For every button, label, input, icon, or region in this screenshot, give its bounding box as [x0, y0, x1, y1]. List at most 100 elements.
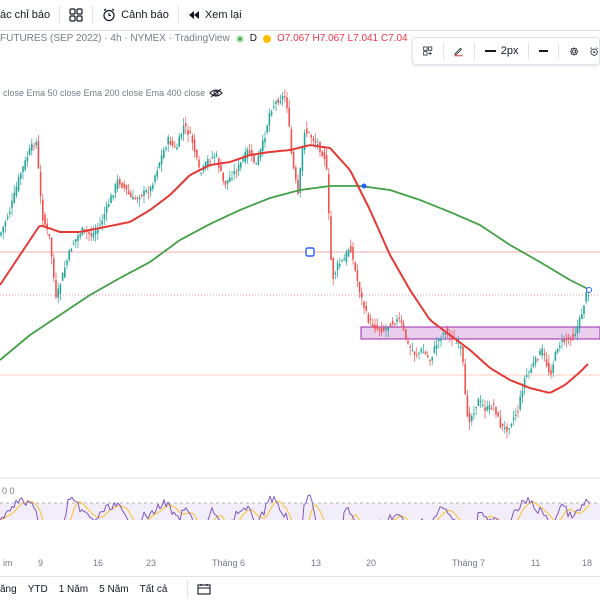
- candle-body: [418, 352, 420, 354]
- price-chart[interactable]: 0 0: [0, 40, 600, 520]
- candle-body: [83, 229, 86, 231]
- symbol-title: FUTURES (SEP 2022) · 4h · NYMEX · Tradin…: [0, 33, 230, 44]
- candle-body: [108, 204, 110, 207]
- candle-body: [284, 95, 286, 97]
- range-item[interactable]: ăng: [0, 583, 17, 595]
- drawbar-divider: [528, 43, 530, 59]
- candle-body: [200, 172, 202, 174]
- alerts-button[interactable]: Cảnh báo: [102, 8, 169, 22]
- candle-body: [119, 179, 121, 185]
- candle-body: [343, 258, 345, 261]
- candle-body: [303, 132, 306, 151]
- time-axis-label: Tháng 7: [452, 558, 486, 568]
- candle-body: [563, 339, 565, 343]
- candle-body: [2, 226, 4, 233]
- candle-body: [39, 171, 42, 196]
- candle-body: [422, 351, 425, 354]
- candle-body: [416, 354, 418, 356]
- candle-body: [235, 171, 238, 173]
- candle-body: [189, 131, 191, 134]
- gear-icon[interactable]: [569, 44, 579, 59]
- drawing-handles[interactable]: [305, 183, 592, 293]
- candle-body: [501, 423, 504, 426]
- ema-legend-text: close Ema 50 close Ema 200 close Ema 400…: [3, 88, 206, 98]
- candle-body: [130, 192, 132, 198]
- candle-body: [497, 412, 499, 417]
- line-style-icon[interactable]: [539, 50, 548, 52]
- candle-body: [376, 325, 378, 329]
- candle-body: [242, 158, 244, 162]
- candle-body: [196, 149, 198, 158]
- candle-body: [94, 230, 97, 235]
- candle-body: [255, 162, 257, 165]
- candle-body: [70, 248, 73, 252]
- layout-button[interactable]: [69, 8, 83, 22]
- candle-body: [429, 359, 431, 362]
- range-item[interactable]: 5 Năm: [99, 583, 129, 595]
- candle-body: [354, 262, 356, 271]
- market-status-dot: [235, 34, 244, 43]
- candle-body: [466, 395, 469, 417]
- candle-body: [6, 217, 9, 219]
- candle-body: [198, 159, 200, 168]
- candle-body: [101, 220, 103, 225]
- candle-body: [334, 272, 337, 275]
- candle-body: [479, 400, 482, 403]
- candle-body: [13, 192, 15, 203]
- candle-body: [114, 184, 117, 193]
- pencil-icon[interactable]: [453, 43, 464, 59]
- candle-body: [431, 356, 433, 361]
- indicators-button[interactable]: ác chỉ báo: [0, 9, 50, 21]
- range-item[interactable]: 1 Năm: [58, 583, 89, 595]
- candle-body: [519, 396, 521, 410]
- candle-body: [581, 314, 583, 320]
- bottombar-divider: [187, 580, 189, 598]
- candle-body: [471, 415, 473, 422]
- candle-body: [154, 175, 156, 183]
- candle-body: [374, 324, 376, 330]
- candle-body: [380, 328, 383, 333]
- candle-body: [323, 151, 326, 160]
- candle-body: [484, 407, 486, 411]
- candle-body: [460, 346, 462, 349]
- replay-button[interactable]: Xem lại: [188, 9, 242, 21]
- support-zone[interactable]: [360, 326, 600, 340]
- candle-body: [433, 346, 436, 354]
- candle-body: [180, 133, 183, 138]
- gridlines: [0, 251, 600, 479]
- candle-body: [99, 224, 101, 226]
- candle-body: [350, 245, 352, 253]
- candle-body: [411, 350, 414, 352]
- goto-date-icon[interactable]: [197, 583, 211, 595]
- candle-body: [345, 252, 348, 263]
- candle-body: [240, 162, 242, 168]
- symbol-legend: FUTURES (SEP 2022) · 4h · NYMEX · Tradin…: [0, 33, 408, 44]
- ema-legend: close Ema 50 close Ema 200 close Ema 400…: [3, 88, 223, 98]
- candle-body: [264, 138, 266, 143]
- candle-body: [277, 99, 279, 104]
- alert-add-icon[interactable]: [589, 44, 599, 59]
- candle-body: [138, 197, 141, 200]
- candle-body: [578, 318, 581, 329]
- candle-body: [48, 233, 51, 237]
- range-item[interactable]: YTD: [27, 583, 48, 595]
- toolbar-divider: [59, 6, 61, 24]
- candle-body: [273, 106, 275, 108]
- time-axis-label: 11: [531, 558, 541, 568]
- data-badge: D: [249, 33, 257, 44]
- candle-body: [237, 164, 240, 172]
- line-width-selector[interactable]: 2px: [484, 45, 518, 57]
- candle-body: [402, 322, 405, 330]
- range-item[interactable]: Tất cả: [139, 583, 168, 595]
- candle-body: [438, 338, 440, 341]
- candle-body: [387, 327, 389, 331]
- drawing-handle: [586, 287, 592, 293]
- candle-body: [141, 194, 143, 197]
- candle-body: [559, 345, 561, 348]
- candle-body: [275, 101, 277, 104]
- candle-body: [508, 428, 510, 430]
- candle-body: [191, 135, 194, 143]
- eye-hidden-icon[interactable]: [209, 88, 223, 98]
- object-tree-icon[interactable]: [423, 44, 433, 58]
- candle-body: [220, 165, 222, 171]
